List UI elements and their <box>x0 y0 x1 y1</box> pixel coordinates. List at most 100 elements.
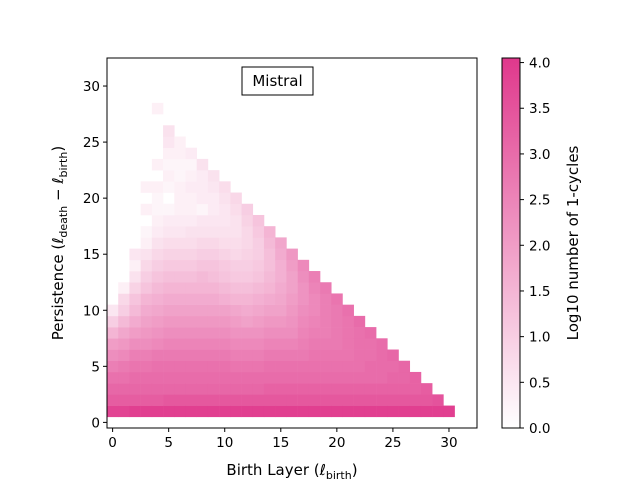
heatmap-cell <box>140 327 153 339</box>
heatmap-cell <box>129 271 141 283</box>
heatmap-cell <box>275 237 287 249</box>
heatmap-cell <box>364 371 377 384</box>
heatmap-cell <box>196 237 209 249</box>
heatmap-cell <box>185 338 197 350</box>
heatmap-cell <box>275 282 287 294</box>
heatmap-cell <box>353 371 366 384</box>
heatmap-cell <box>364 394 377 406</box>
heatmap-cell <box>174 181 186 193</box>
heatmap-cell <box>196 405 209 418</box>
heatmap-cell <box>207 237 220 249</box>
annotation-label: Mistral <box>252 72 302 90</box>
heatmap-cell <box>107 315 119 328</box>
heatmap-cell <box>263 282 276 294</box>
heatmap-cell <box>230 405 242 418</box>
heatmap-cell <box>342 338 354 350</box>
heatmap-cell <box>353 405 366 418</box>
heatmap-cell <box>129 349 141 362</box>
heatmap-cell <box>230 259 242 272</box>
heatmap-cell <box>263 383 276 395</box>
y-tick-label: 10 <box>83 303 100 319</box>
heatmap-cell <box>263 271 276 283</box>
heatmap-cell <box>230 192 242 205</box>
heatmap-cell <box>129 282 141 294</box>
heatmap-cell <box>140 349 153 362</box>
heatmap-cell <box>252 349 265 362</box>
heatmap-cell <box>151 371 164 384</box>
heatmap-cell <box>297 315 310 328</box>
heatmap-cell <box>219 327 231 339</box>
heatmap-cell <box>185 394 197 406</box>
heatmap-cell <box>163 136 175 148</box>
heatmap-cell <box>118 293 130 305</box>
heatmap-cell <box>107 304 119 317</box>
heatmap-cell <box>320 293 332 305</box>
heatmap-cell <box>207 181 220 193</box>
heatmap-cell <box>163 170 175 182</box>
heatmap-cell <box>163 405 175 418</box>
heatmap-cell <box>252 405 265 418</box>
heatmap-cell <box>252 304 265 317</box>
heatmap-cell <box>241 360 254 373</box>
heatmap-cell <box>174 192 186 205</box>
heatmap-cell <box>219 259 231 272</box>
heatmap-cell <box>241 259 254 272</box>
heatmap-cell <box>443 405 455 418</box>
heatmap-cell <box>398 383 411 395</box>
heatmap-cell <box>364 349 377 362</box>
y-axis-label-sub-death: death <box>57 206 70 238</box>
heatmap-cell <box>151 214 164 227</box>
heatmap-cell <box>174 360 186 373</box>
heatmap-cell <box>320 394 332 406</box>
heatmap-cell <box>331 327 343 339</box>
heatmap-cell <box>230 282 242 294</box>
heatmap-cell <box>241 304 254 317</box>
heatmap-cell <box>207 405 220 418</box>
colorbar-tick-label: 0.0 <box>529 421 550 437</box>
x-tick-label: 15 <box>272 435 289 451</box>
heatmap-cell <box>286 315 298 328</box>
heatmap-cell <box>241 293 254 305</box>
heatmap-cell <box>118 383 130 395</box>
heatmap-cell <box>409 383 422 395</box>
heatmap-cell <box>174 371 186 384</box>
heatmap-cell <box>151 394 164 406</box>
heatmap-cell <box>409 394 422 406</box>
heatmap-cell <box>129 315 141 328</box>
heatmap-cell <box>219 293 231 305</box>
heatmap-cell <box>196 192 209 205</box>
heatmap-cell <box>297 383 310 395</box>
heatmap-cell <box>230 338 242 350</box>
heatmap-cell <box>129 394 141 406</box>
heatmap-cell <box>151 338 164 350</box>
heatmap-cell <box>151 259 164 272</box>
heatmap-cells <box>107 102 455 418</box>
heatmap-cell <box>140 315 153 328</box>
heatmap-cell <box>263 226 276 238</box>
heatmap-cell <box>320 360 332 373</box>
heatmap-cell <box>196 226 209 238</box>
heatmap-cell <box>185 405 197 418</box>
heatmap-cell <box>151 102 164 115</box>
heatmap-cell <box>174 271 186 283</box>
heatmap-cell <box>196 338 209 350</box>
heatmap-cell <box>230 214 242 227</box>
heatmap-cell <box>219 394 231 406</box>
heatmap-cell <box>420 394 433 406</box>
heatmap-cell <box>174 136 186 148</box>
heatmap-cell <box>219 248 231 261</box>
heatmap-cell <box>151 237 164 249</box>
heatmap-cell <box>207 327 220 339</box>
heatmap-cell <box>129 371 141 384</box>
heatmap-cell <box>297 259 310 272</box>
heatmap-cell <box>219 349 231 362</box>
heatmap-cell <box>207 394 220 406</box>
heatmap-cell <box>275 327 287 339</box>
heatmap-cell <box>331 338 343 350</box>
heatmap-cell <box>129 383 141 395</box>
heatmap-cell <box>252 259 265 272</box>
heatmap-cell <box>308 304 321 317</box>
heatmap-cell <box>196 304 209 317</box>
heatmap-cell <box>320 304 332 317</box>
heatmap-cell <box>185 371 197 384</box>
